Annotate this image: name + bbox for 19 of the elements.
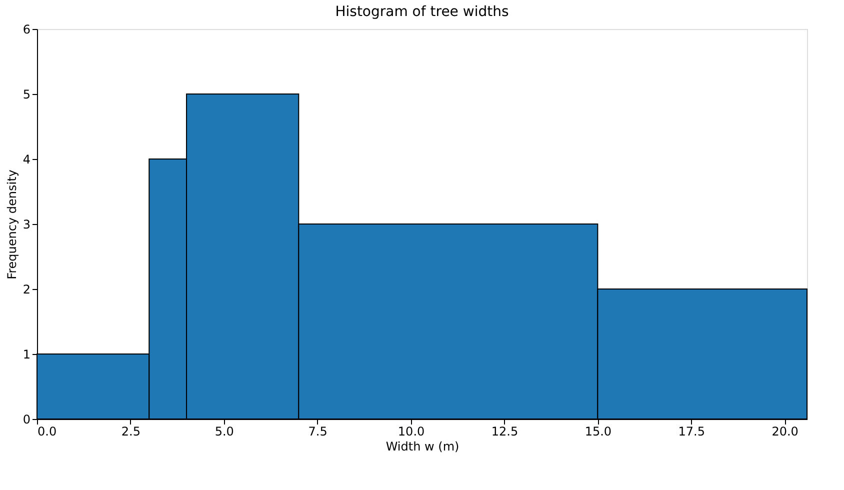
y-tick-label: 6	[22, 22, 30, 36]
y-axis-title: Frequency density	[4, 170, 19, 280]
x-axis-title: Width w (m)	[386, 440, 460, 454]
x-tick-label: 20.0	[772, 424, 798, 438]
x-tick-label: 5.0	[214, 424, 234, 438]
y-tick-label: 3	[22, 218, 30, 232]
x-tick-label: 7.5	[308, 424, 328, 438]
x-tick-label: 17.5	[678, 424, 705, 438]
x-tick-label: 12.5	[491, 424, 518, 438]
chart-title: Histogram of tree widths	[335, 4, 509, 20]
y-tick-label: 2	[22, 282, 30, 296]
x-tick-label: 15.0	[584, 424, 612, 438]
y-tick-label: 0	[22, 412, 30, 426]
y-tick-label: 4	[22, 152, 30, 166]
x-tick-label: 0.0	[38, 424, 57, 438]
y-tick-label: 5	[22, 88, 30, 102]
x-tick-label: 10.0	[398, 424, 425, 438]
x-tick-label: 2.5	[121, 424, 140, 438]
y-tick-label: 1	[22, 348, 30, 362]
